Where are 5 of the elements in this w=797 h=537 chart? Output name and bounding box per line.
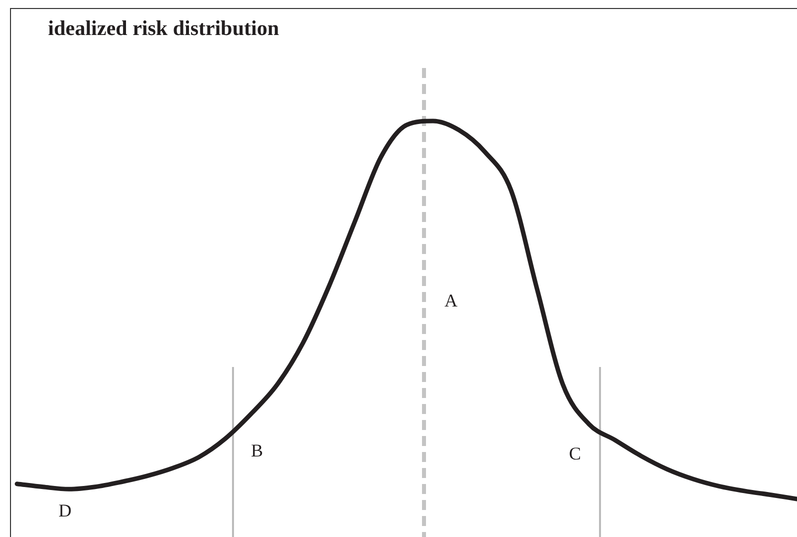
text: D (58, 500, 72, 521)
chart-title: idealized risk distribution (48, 16, 280, 41)
annotation: A (444, 290, 458, 311)
annotation: B (250, 440, 264, 461)
annotation: C (568, 444, 582, 464)
